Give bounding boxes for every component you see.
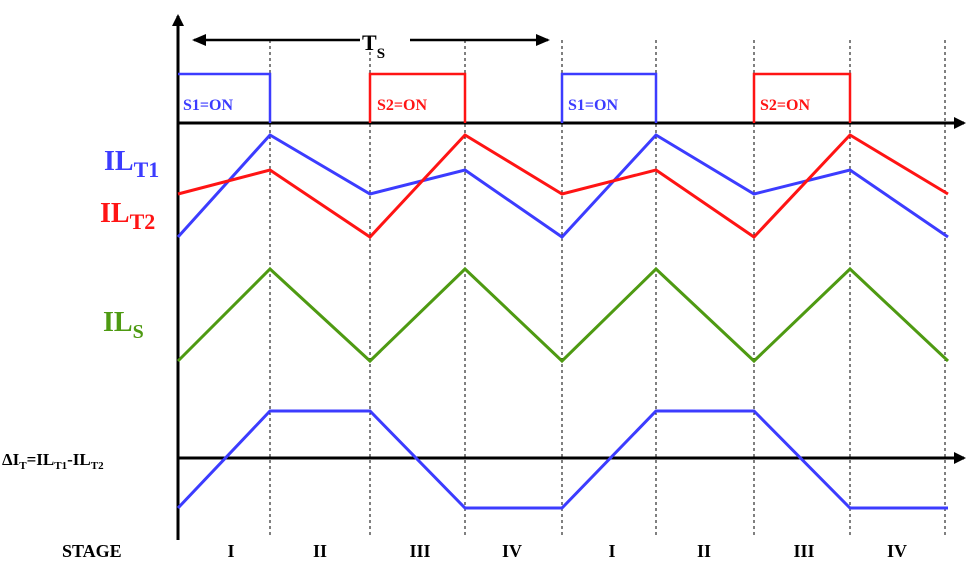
ils-main: IL [103,307,133,338]
s2-pulse [368,72,467,123]
delta-t2: T2 [91,460,104,472]
ilt2-main: IL [100,198,130,229]
ils-label: ILS [103,307,144,343]
s2-pulse [752,72,852,123]
s1-on-label: S1=ON [568,97,618,114]
stage-label: III [793,541,814,561]
s1-on-label: S1=ON [183,97,233,114]
s1-pulse [560,72,658,123]
ilt2-sub: T2 [130,209,156,234]
stage-label: II [313,541,327,561]
ilt2-waveform [177,133,949,239]
stage-label: I [608,541,615,561]
stage-label: IV [887,541,907,561]
delta-eq: =IL [27,450,55,469]
delta-it-label: ΔIT=ILT1-ILT2 [2,450,104,472]
delta-prefix: ΔI [2,450,20,469]
period-label: TS [362,30,385,62]
stage-label: IV [502,541,522,561]
s2-on-label: S2=ON [760,97,810,114]
delta-it-waveform [176,409,948,510]
stage-dividers [269,40,946,537]
ilt2-label: ILT2 [100,198,155,234]
ilt1-main: IL [104,146,134,177]
ils-waveform [176,266,950,364]
stage-title: STAGE [62,541,122,561]
delta-mid: -IL [67,450,91,469]
stage-label: I [227,541,234,561]
ils-sub: S [133,321,144,343]
period-sub: S [377,46,385,62]
stage-label: III [409,541,430,561]
stage-label: II [697,541,711,561]
delta-prefix-sub: T [19,460,27,472]
stage-labels: I II III IV I II III IV [227,541,907,561]
ilt1-sub: T1 [134,157,160,182]
ilt1-waveform [176,133,949,239]
switching-pulses [178,72,852,123]
s2-on-label: S2=ON [377,97,427,114]
delta-t1: T1 [54,460,67,472]
s1-pulse [178,72,272,123]
ilt1-label: ILT1 [104,146,159,182]
period-main: T [362,30,377,55]
